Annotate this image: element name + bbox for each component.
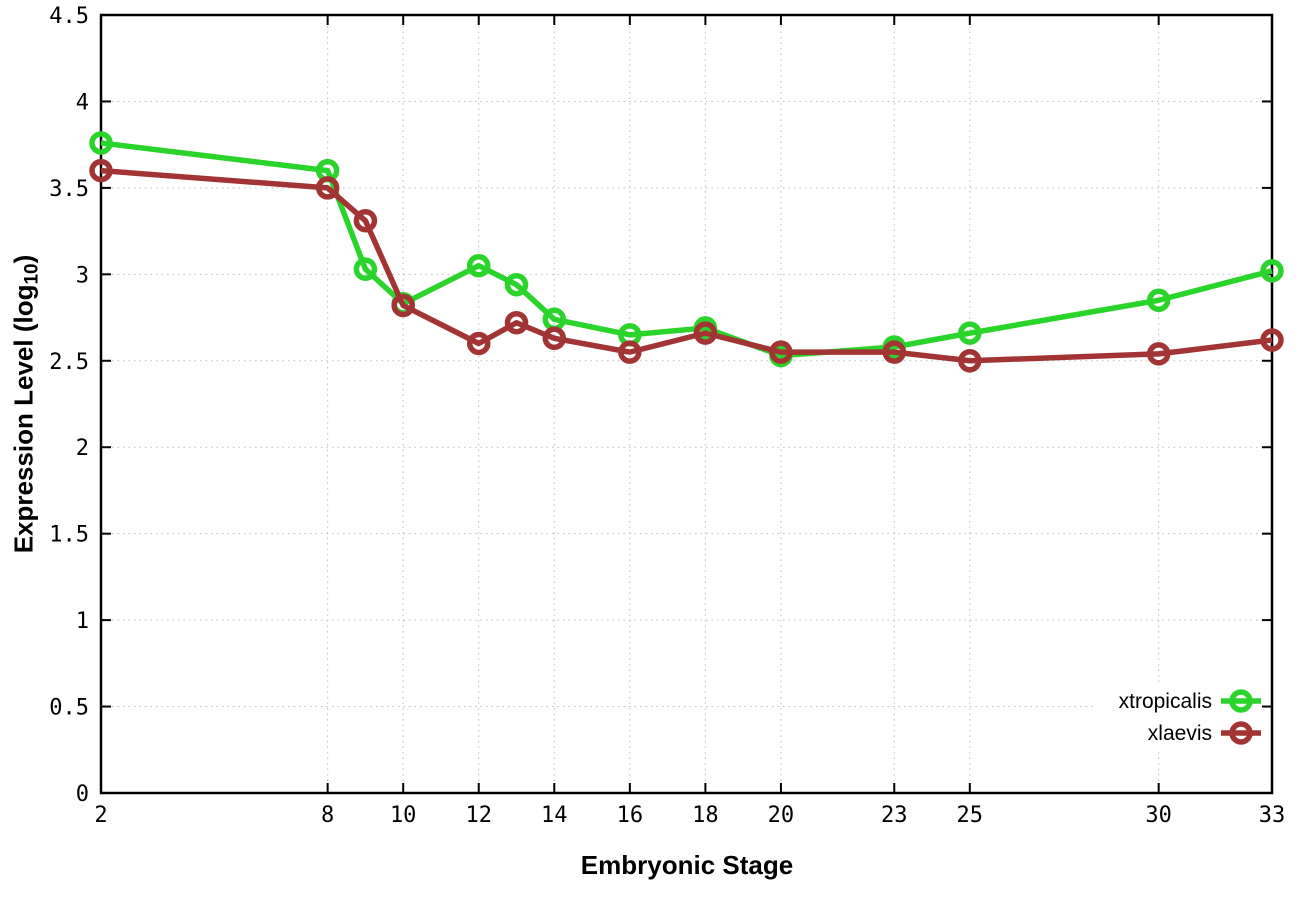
series-xlaevis-marker	[958, 349, 982, 373]
legend-sample-marker-xtropicalis	[1229, 689, 1253, 713]
y-tick-label: 3	[76, 263, 89, 288]
y-axis-title-subscript: 10	[21, 263, 43, 285]
series-xtropicalis-marker	[504, 272, 529, 297]
series-xlaevis-marker	[466, 331, 491, 356]
y-tick-label: 1	[76, 609, 89, 634]
y-axis-title: Expression Level (log10)	[9, 255, 44, 554]
x-tick-label: 10	[390, 803, 417, 828]
x-tick-label: 20	[768, 803, 795, 828]
y-axis-title-suffix: )	[8, 254, 39, 264]
series-xtropicalis-marker	[353, 257, 378, 281]
series-xlaevis-marker	[1146, 342, 1171, 366]
series-xlaevis-marker	[542, 326, 567, 351]
series-xlaevis-marker	[693, 321, 718, 345]
series-xtropicalis-marker	[89, 131, 113, 155]
series-xlaevis-marker	[769, 340, 793, 364]
series-xlaevis-marker	[391, 293, 415, 318]
series-xtropicalis-marker	[466, 253, 491, 278]
legend-label-xtropicalis: xtropicalis	[1119, 690, 1212, 713]
y-axis-title-text: Expression Level (log	[8, 284, 39, 554]
plot-border	[99, 13, 1274, 795]
y-tick-label: 4.5	[49, 4, 89, 29]
series-xtropicalis-marker	[1260, 259, 1284, 283]
y-tick-label: 2	[76, 436, 89, 461]
x-tick-label: 14	[541, 803, 568, 828]
legend-label-xlaevis: xlaevis	[1148, 722, 1212, 745]
y-tick-label: 1.5	[49, 523, 89, 548]
y-tick-label: 4	[76, 90, 89, 115]
x-tick-label: 23	[881, 803, 908, 828]
x-tick-label: 16	[617, 803, 644, 828]
y-tick-label: 0	[76, 782, 89, 807]
legend-sample-marker-xlaevis	[1229, 721, 1253, 745]
x-tick-label: 8	[321, 803, 334, 828]
series-xlaevis-marker	[89, 158, 113, 183]
series-xlaevis-marker	[882, 340, 907, 364]
y-tick-label: 2.5	[49, 350, 89, 375]
series-xtropicalis-marker	[1146, 288, 1171, 313]
x-axis-title: Embryonic Stage	[580, 850, 794, 880]
x-tick-label: 25	[957, 803, 984, 828]
series-xlaevis-line	[100, 167, 1273, 364]
x-tick-label: 33	[1259, 803, 1286, 828]
x-tick-label: 18	[692, 803, 719, 828]
series-xlaevis-marker	[315, 176, 340, 200]
series-xlaevis-marker	[618, 340, 642, 364]
x-tick-label: 12	[465, 803, 492, 828]
series-xlaevis-marker	[1260, 328, 1284, 352]
y-tick-label: 0.5	[49, 696, 89, 721]
y-tick-label: 3.5	[49, 177, 89, 202]
series-xlaevis-marker	[504, 310, 529, 335]
x-tick-label: 2	[94, 803, 107, 828]
series-xlaevis-marker	[353, 208, 378, 233]
series-xtropicalis-marker	[958, 321, 982, 345]
x-tick-label: 30	[1145, 803, 1172, 828]
series-xtropicalis-line	[100, 140, 1273, 359]
